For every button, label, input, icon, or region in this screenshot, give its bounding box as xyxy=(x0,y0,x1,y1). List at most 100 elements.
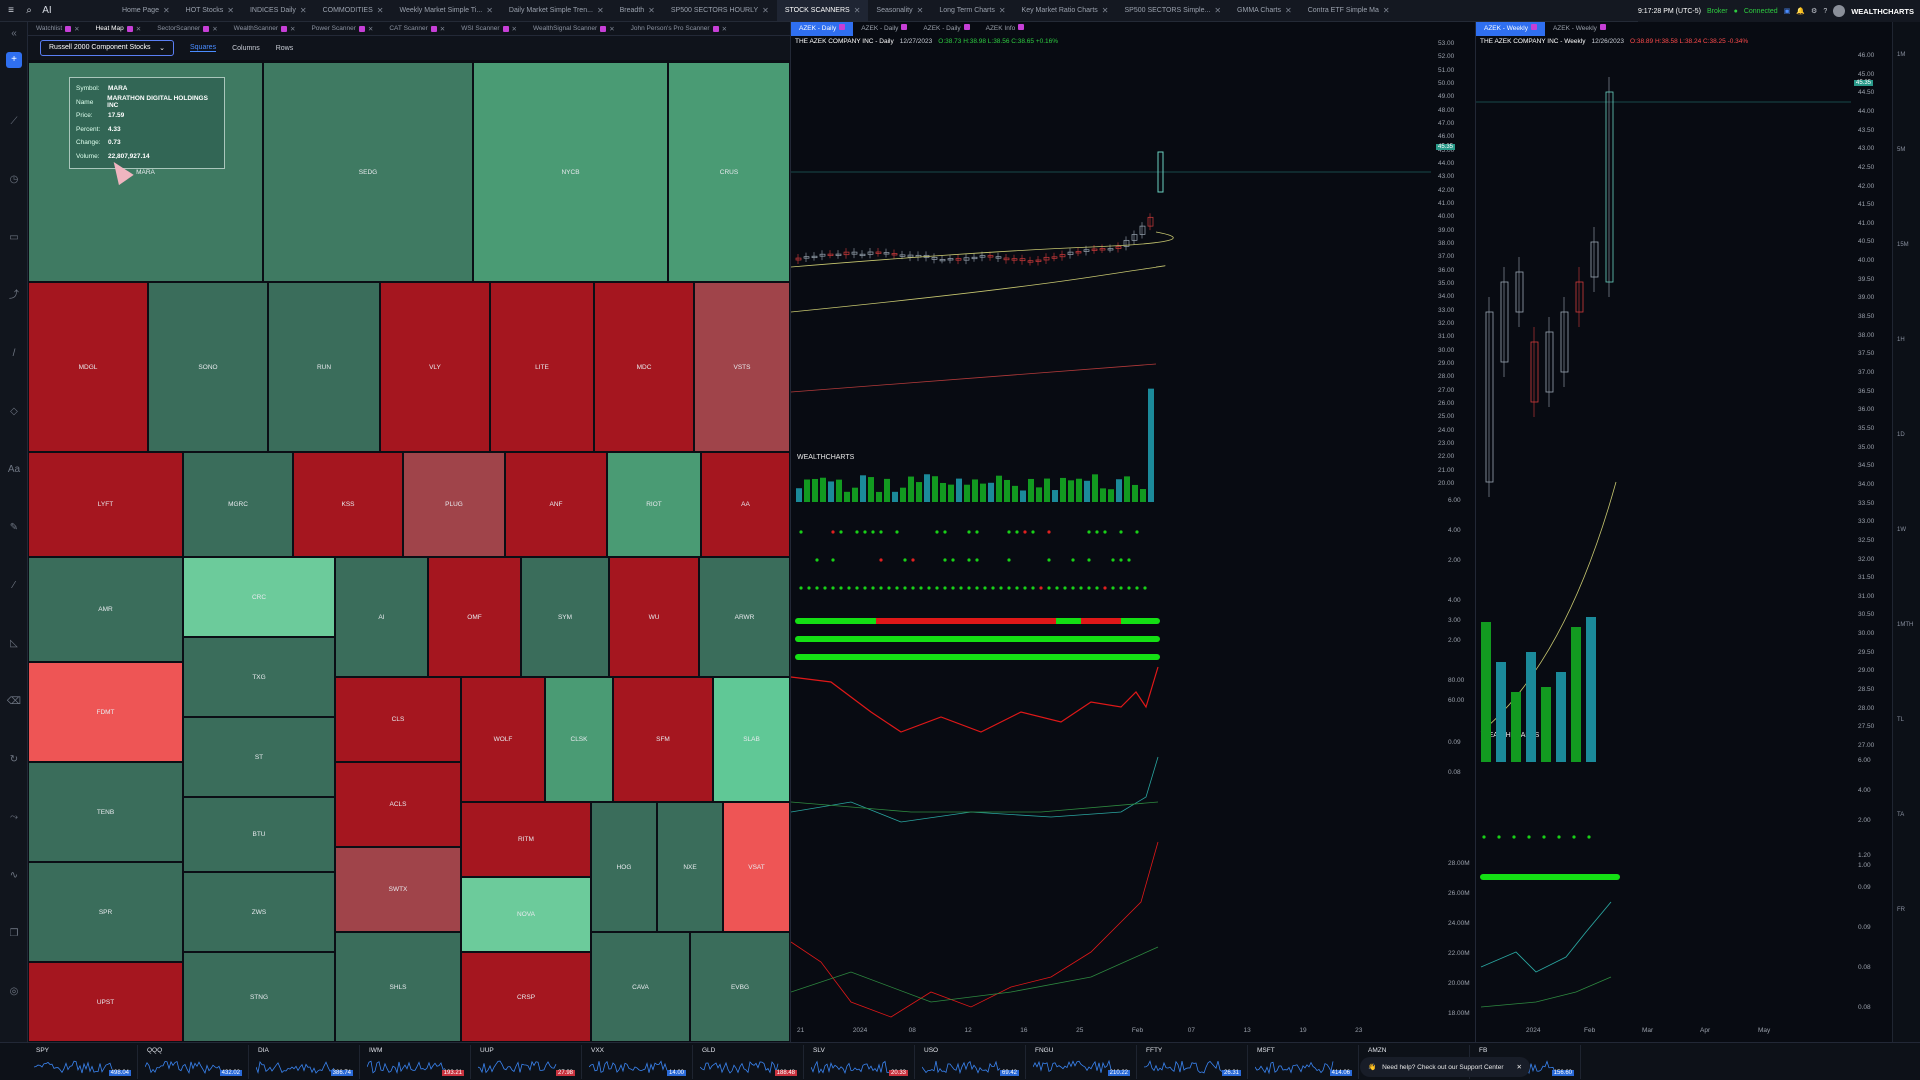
heatmap-cell-nova[interactable]: NOVA xyxy=(461,877,591,952)
timeframe-button[interactable]: 1M xyxy=(1897,52,1905,58)
heatmap-cell-mdgl[interactable]: MDGL xyxy=(28,282,148,452)
workspace-tab[interactable]: COMMODITIES ✕ xyxy=(315,0,392,22)
heatmap-cell-wu[interactable]: WU xyxy=(609,557,699,677)
stats-icon[interactable]: ⤳ xyxy=(6,810,22,826)
heatmap-cell-sym[interactable]: SYM xyxy=(521,557,609,677)
timeframe-button[interactable]: TL xyxy=(1897,717,1904,723)
ruler-icon[interactable]: ⁄ xyxy=(6,578,22,594)
shape-icon[interactable]: ◇ xyxy=(6,404,22,420)
text-icon[interactable]: Aa xyxy=(6,462,22,478)
heatmap-cell-ritm[interactable]: RITM xyxy=(461,802,591,877)
workspace-tab[interactable]: Key Market Ratio Charts ✕ xyxy=(1014,0,1117,22)
workspace-tab[interactable]: Breadth ✕ xyxy=(612,0,663,22)
eraser-icon[interactable]: ⌫ xyxy=(6,694,22,710)
timeframe-button[interactable]: 1W xyxy=(1897,527,1906,533)
trendline-icon[interactable]: ⟋ xyxy=(6,114,22,130)
ticker-card[interactable]: VXX 14.00 xyxy=(585,1045,693,1079)
heatmap-cell-vsts[interactable]: VSTS xyxy=(694,282,790,452)
heatmap-cell-cava[interactable]: CAVA xyxy=(591,932,690,1042)
heatmap-cell-spr[interactable]: SPR xyxy=(28,862,183,962)
heatmap-cell-vly[interactable]: VLY xyxy=(380,282,490,452)
heatmap-cell-sedg[interactable]: SEDG xyxy=(263,62,473,282)
index-dropdown[interactable]: Russell 2000 Component Stocks ⌄ xyxy=(40,40,174,56)
close-tab-icon[interactable]: ✕ xyxy=(722,25,727,33)
heatmap-cell-ai[interactable]: AI xyxy=(335,557,428,677)
heatmap-cell-upst[interactable]: UPST xyxy=(28,962,183,1042)
heatmap-cell-clsk[interactable]: CLSK xyxy=(545,677,613,802)
chart-tab[interactable]: AZEK - Daily xyxy=(791,22,853,36)
heatmap-cell-omf[interactable]: OMF xyxy=(428,557,521,677)
calendar-icon[interactable]: ▭ xyxy=(6,230,22,246)
workspace-tab[interactable]: HOT Stocks ✕ xyxy=(178,0,242,22)
timeframe-button[interactable]: 1H xyxy=(1897,337,1905,343)
heatmap-cell-plug[interactable]: PLUG xyxy=(403,452,505,557)
scanner-tab[interactable]: WealthSignal Scanner ✕ xyxy=(525,25,623,33)
menu-icon[interactable]: ≡ xyxy=(4,5,18,16)
ticker-card[interactable]: MSFT 414.06 xyxy=(1251,1045,1359,1079)
ai-icon[interactable]: AI xyxy=(40,5,54,16)
heatmap-cell-lite[interactable]: LITE xyxy=(490,282,594,452)
ticker-card[interactable]: GLD 188.48 xyxy=(696,1045,804,1079)
scanner-tab[interactable]: WSI Scanner ✕ xyxy=(453,25,525,33)
gear-icon[interactable]: ⚙ xyxy=(1811,7,1817,15)
close-tab-icon[interactable]: ✕ xyxy=(377,6,384,15)
ticker-card[interactable]: QQQ 432.02 xyxy=(141,1045,249,1079)
workspace-tab[interactable]: GMMA Charts ✕ xyxy=(1229,0,1300,22)
chart-tab[interactable]: AZEK - Daily xyxy=(915,22,977,36)
scanner-tab[interactable]: Watchlist ✕ xyxy=(28,25,88,33)
heatmap-cell-st[interactable]: ST xyxy=(183,717,335,797)
scanner-tab[interactable]: Heat Map ✕ xyxy=(88,25,150,33)
line-chart-icon[interactable]: ⤴ xyxy=(6,288,22,304)
close-tab-icon[interactable]: ✕ xyxy=(74,25,79,33)
close-tab-icon[interactable]: ✕ xyxy=(290,25,295,33)
close-tab-icon[interactable]: ✕ xyxy=(917,6,924,15)
heatmap-cell-txg[interactable]: TXG xyxy=(183,637,335,717)
clock-icon[interactable]: ◷ xyxy=(6,172,22,188)
weekly-chart-canvas[interactable] xyxy=(1476,42,1851,1042)
workspace-tab[interactable]: STOCK SCANNERS ✕ xyxy=(777,0,869,22)
workspace-tab[interactable]: SP500 SECTORS HOURLY ✕ xyxy=(663,0,777,22)
close-tab-icon[interactable]: ✕ xyxy=(648,6,655,15)
heatmap-cell-zws[interactable]: ZWS xyxy=(183,872,335,952)
close-tab-icon[interactable]: ✕ xyxy=(512,25,517,33)
heatmap-cell-sono[interactable]: SONO xyxy=(148,282,268,452)
workspace-tab[interactable]: SP500 SECTORS Simple... ✕ xyxy=(1116,0,1229,22)
collapse-icon[interactable]: « xyxy=(6,26,22,42)
close-tab-icon[interactable]: ✕ xyxy=(1383,6,1390,15)
chart-tab[interactable]: AZEK - Weekly xyxy=(1545,22,1614,36)
ray-icon[interactable]: / xyxy=(6,346,22,362)
heatmap-cell-evbg[interactable]: EVBG xyxy=(690,932,790,1042)
ticker-card[interactable]: IWM 193.21 xyxy=(363,1045,471,1079)
support-banner[interactable]: 👋 Need help? Check out our Support Cente… xyxy=(1360,1057,1530,1077)
heatmap-cell-crsp[interactable]: CRSP xyxy=(461,952,591,1042)
heatmap-cell-aa[interactable]: AA xyxy=(701,452,790,557)
search-icon[interactable]: ⌕ xyxy=(22,5,36,16)
heatmap-cell-nxe[interactable]: NXE xyxy=(657,802,723,932)
bell-icon[interactable]: 🔔 xyxy=(1796,7,1805,15)
workspace-tab[interactable]: Long Term Charts ✕ xyxy=(931,0,1013,22)
refresh-icon[interactable]: ↻ xyxy=(6,752,22,768)
close-tab-icon[interactable]: ✕ xyxy=(440,25,445,33)
heatmap-cell-hog[interactable]: HOG xyxy=(591,802,657,932)
ticker-card[interactable]: SLV 20.33 xyxy=(807,1045,915,1079)
add-icon[interactable]: + xyxy=(6,52,22,68)
mode-squares-button[interactable]: Squares xyxy=(190,44,216,52)
broker-label[interactable]: Broker xyxy=(1707,8,1728,15)
heatmap-cell-crc[interactable]: CRC xyxy=(183,557,335,637)
ticker-card[interactable]: SPY 498.04 xyxy=(30,1045,138,1079)
scanner-tab[interactable]: WealthScanner ✕ xyxy=(226,25,304,33)
close-tab-icon[interactable]: ✕ xyxy=(136,25,141,33)
daily-chart-canvas[interactable] xyxy=(791,42,1431,1042)
heatmap-cell-anf[interactable]: ANF xyxy=(505,452,607,557)
ticker-card[interactable]: UUP 27.98 xyxy=(474,1045,582,1079)
scanner-tab[interactable]: CAT Scanner ✕ xyxy=(381,25,453,33)
heatmap-cell-sfm[interactable]: SFM xyxy=(613,677,713,802)
measure-icon[interactable]: ◺ xyxy=(6,636,22,652)
save-icon[interactable]: ▣ xyxy=(1784,7,1791,15)
timeframe-button[interactable]: FR xyxy=(1897,907,1905,913)
heatmap-cell-fdmt[interactable]: FDMT xyxy=(28,662,183,762)
workspace-tab[interactable]: Contra ETF Simple Ma ✕ xyxy=(1300,0,1398,22)
close-tab-icon[interactable]: ✕ xyxy=(227,6,234,15)
heatmap-cell-riot[interactable]: RIOT xyxy=(607,452,701,557)
heatmap-cell-acls[interactable]: ACLS xyxy=(335,762,461,847)
